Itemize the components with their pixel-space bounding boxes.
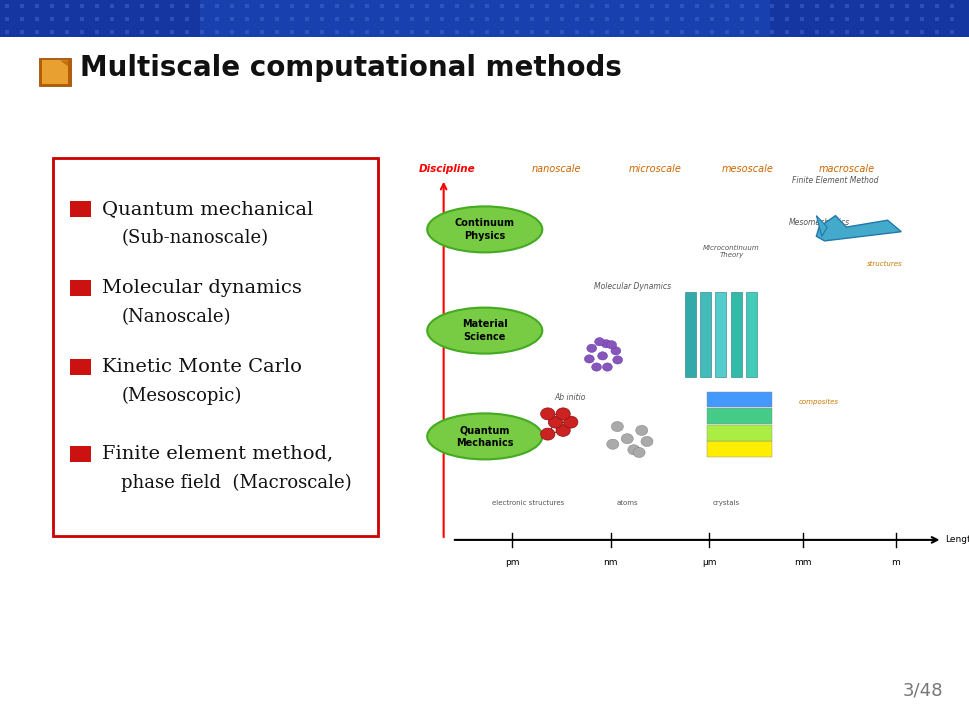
FancyBboxPatch shape: [53, 158, 378, 536]
Circle shape: [627, 445, 640, 455]
Text: nanoscale: nanoscale: [531, 164, 580, 174]
Circle shape: [594, 338, 604, 346]
Polygon shape: [60, 60, 68, 66]
Text: crystals: crystals: [711, 500, 738, 506]
Text: (Sub-nanoscale): (Sub-nanoscale): [121, 228, 268, 246]
Circle shape: [586, 344, 596, 353]
Circle shape: [641, 436, 652, 446]
Text: 3/48: 3/48: [901, 682, 942, 700]
Text: μm: μm: [702, 558, 716, 567]
Text: atoms: atoms: [616, 500, 638, 506]
Text: phase field  (Macroscale): phase field (Macroscale): [121, 473, 352, 492]
Circle shape: [555, 408, 570, 420]
Circle shape: [540, 408, 554, 420]
FancyBboxPatch shape: [70, 201, 91, 217]
Bar: [706, 441, 771, 457]
Text: Quantum mechanical: Quantum mechanical: [102, 199, 313, 217]
Text: Ab initio: Ab initio: [553, 392, 584, 402]
FancyBboxPatch shape: [42, 60, 68, 84]
Text: mesoscale: mesoscale: [721, 164, 773, 174]
Text: macroscale: macroscale: [818, 164, 874, 174]
FancyBboxPatch shape: [70, 280, 91, 296]
Bar: [745, 292, 757, 377]
FancyBboxPatch shape: [70, 446, 91, 462]
Text: electronic structures: electronic structures: [492, 500, 564, 506]
Text: Mesomechanics: Mesomechanics: [788, 217, 849, 227]
Circle shape: [547, 416, 562, 428]
Circle shape: [607, 439, 618, 449]
Circle shape: [620, 433, 633, 444]
Text: Discipline: Discipline: [419, 164, 475, 174]
Circle shape: [597, 352, 607, 360]
Circle shape: [563, 416, 578, 428]
Ellipse shape: [426, 413, 542, 459]
Circle shape: [555, 424, 570, 436]
Text: Quantum
Mechanics: Quantum Mechanics: [455, 426, 513, 448]
Text: Multiscale computational methods: Multiscale computational methods: [79, 55, 621, 82]
Circle shape: [610, 347, 620, 355]
Circle shape: [612, 356, 622, 364]
Text: structures: structures: [866, 261, 902, 267]
Bar: [200, 0, 769, 37]
Circle shape: [591, 363, 601, 372]
Text: Length: Length: [944, 536, 969, 544]
Circle shape: [606, 341, 616, 349]
Text: Microcontinuum
Theory: Microcontinuum Theory: [703, 245, 759, 258]
Bar: [684, 292, 695, 377]
Text: composites: composites: [798, 399, 838, 405]
Circle shape: [583, 355, 594, 363]
Circle shape: [610, 421, 623, 431]
Text: Continuum
Physics: Continuum Physics: [454, 218, 515, 240]
Bar: [706, 408, 771, 424]
Text: nm: nm: [603, 558, 617, 567]
Ellipse shape: [426, 207, 542, 253]
Text: mm: mm: [793, 558, 810, 567]
Circle shape: [635, 426, 647, 436]
FancyBboxPatch shape: [39, 58, 71, 86]
Text: Molecular Dynamics: Molecular Dynamics: [594, 282, 671, 291]
Bar: [706, 392, 771, 408]
Text: Material
Science: Material Science: [461, 320, 507, 342]
Bar: [715, 292, 726, 377]
Text: microscale: microscale: [628, 164, 680, 174]
Bar: [706, 425, 771, 441]
Text: Molecular dynamics: Molecular dynamics: [102, 279, 301, 297]
Text: m: m: [891, 558, 899, 567]
Polygon shape: [816, 215, 827, 236]
Text: Finite element method,: Finite element method,: [102, 444, 332, 463]
Text: Kinetic Monte Carlo: Kinetic Monte Carlo: [102, 358, 301, 376]
Polygon shape: [816, 215, 900, 241]
Text: (Mesoscopic): (Mesoscopic): [121, 387, 241, 405]
FancyBboxPatch shape: [70, 359, 91, 375]
Text: (Nanoscale): (Nanoscale): [121, 307, 231, 325]
Ellipse shape: [426, 307, 542, 354]
Bar: [700, 292, 710, 377]
Circle shape: [633, 447, 644, 458]
Circle shape: [601, 340, 610, 348]
Circle shape: [602, 363, 611, 372]
Text: pm: pm: [505, 558, 518, 567]
Bar: [730, 292, 741, 377]
Circle shape: [540, 428, 554, 440]
Text: Finite Element Method: Finite Element Method: [792, 176, 878, 186]
